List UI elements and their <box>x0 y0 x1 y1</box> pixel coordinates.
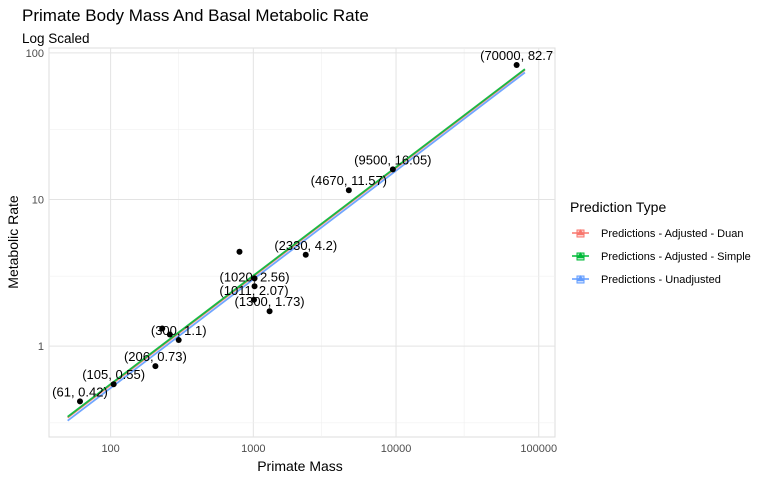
data-point <box>159 325 166 332</box>
data-label: (300, 1.1) <box>151 323 207 338</box>
data-label: (61, 0.42) <box>52 384 108 399</box>
y-tick-label: 10 <box>32 195 44 207</box>
x-axis-title: Primate Mass <box>257 458 343 474</box>
data-label: (105, 0.55) <box>82 367 145 382</box>
y-tick-label: 1 <box>38 341 44 353</box>
data-label: (1020, 2.56) <box>219 269 289 284</box>
prediction-lines <box>67 68 526 422</box>
legend-key-shape <box>577 275 584 281</box>
data-point <box>345 187 352 194</box>
data-label: (70000, 82.7 <box>480 48 553 63</box>
data-point <box>110 381 117 388</box>
chart-subtitle: Log Scaled <box>22 31 90 46</box>
data-point <box>251 275 258 282</box>
data-point <box>251 296 258 303</box>
prediction-line <box>67 71 526 422</box>
x-tick-label: 100 <box>101 443 119 455</box>
data-point <box>76 398 83 405</box>
data-label: (2330, 4.2) <box>274 238 337 253</box>
data-label: (9500, 16.05) <box>354 152 431 167</box>
data-points <box>76 61 520 405</box>
data-point <box>152 363 159 370</box>
data-label: (206, 0.73) <box>124 349 187 364</box>
data-labels: (61, 0.42) (105, 0.55) (206, 0.73) (300, 1.… <box>52 48 553 399</box>
legend-key-shape <box>577 252 584 258</box>
data-point <box>166 331 173 338</box>
legend-title: Prediction Type <box>570 199 666 215</box>
data-label: (4670, 11.57) <box>311 173 387 188</box>
data-label: (1011, 2.07) <box>219 283 288 298</box>
data-point <box>175 337 182 344</box>
y-tick-label: 100 <box>26 48 44 60</box>
axis-ticks: 100 1000 10000 100000 1 10 100 <box>26 48 557 455</box>
prediction-line <box>67 68 526 418</box>
data-point <box>389 166 396 173</box>
legend-label: Predictions - Adjusted - Duan <box>601 228 743 240</box>
legend-label: Predictions - Unadjusted <box>601 274 721 286</box>
x-tick-label: 100000 <box>520 443 557 455</box>
x-tick-label: 10000 <box>381 443 412 455</box>
legend: Prediction Type Predictions - Adjusted -… <box>570 199 751 286</box>
legend-key-shape <box>577 229 584 235</box>
y-axis-title: Metabolic Rate <box>5 195 21 289</box>
x-tick-label: 1000 <box>241 443 265 455</box>
grid <box>49 48 555 437</box>
legend-label: Predictions - Adjusted - Simple <box>601 251 751 263</box>
data-label: (1300, 1.73) <box>235 294 305 309</box>
data-point <box>236 248 243 255</box>
data-point <box>251 283 258 290</box>
chart-title: Primate Body Mass And Basal Metabolic Ra… <box>22 6 369 25</box>
data-point <box>302 251 309 258</box>
data-point <box>266 308 273 315</box>
data-point <box>513 61 520 68</box>
